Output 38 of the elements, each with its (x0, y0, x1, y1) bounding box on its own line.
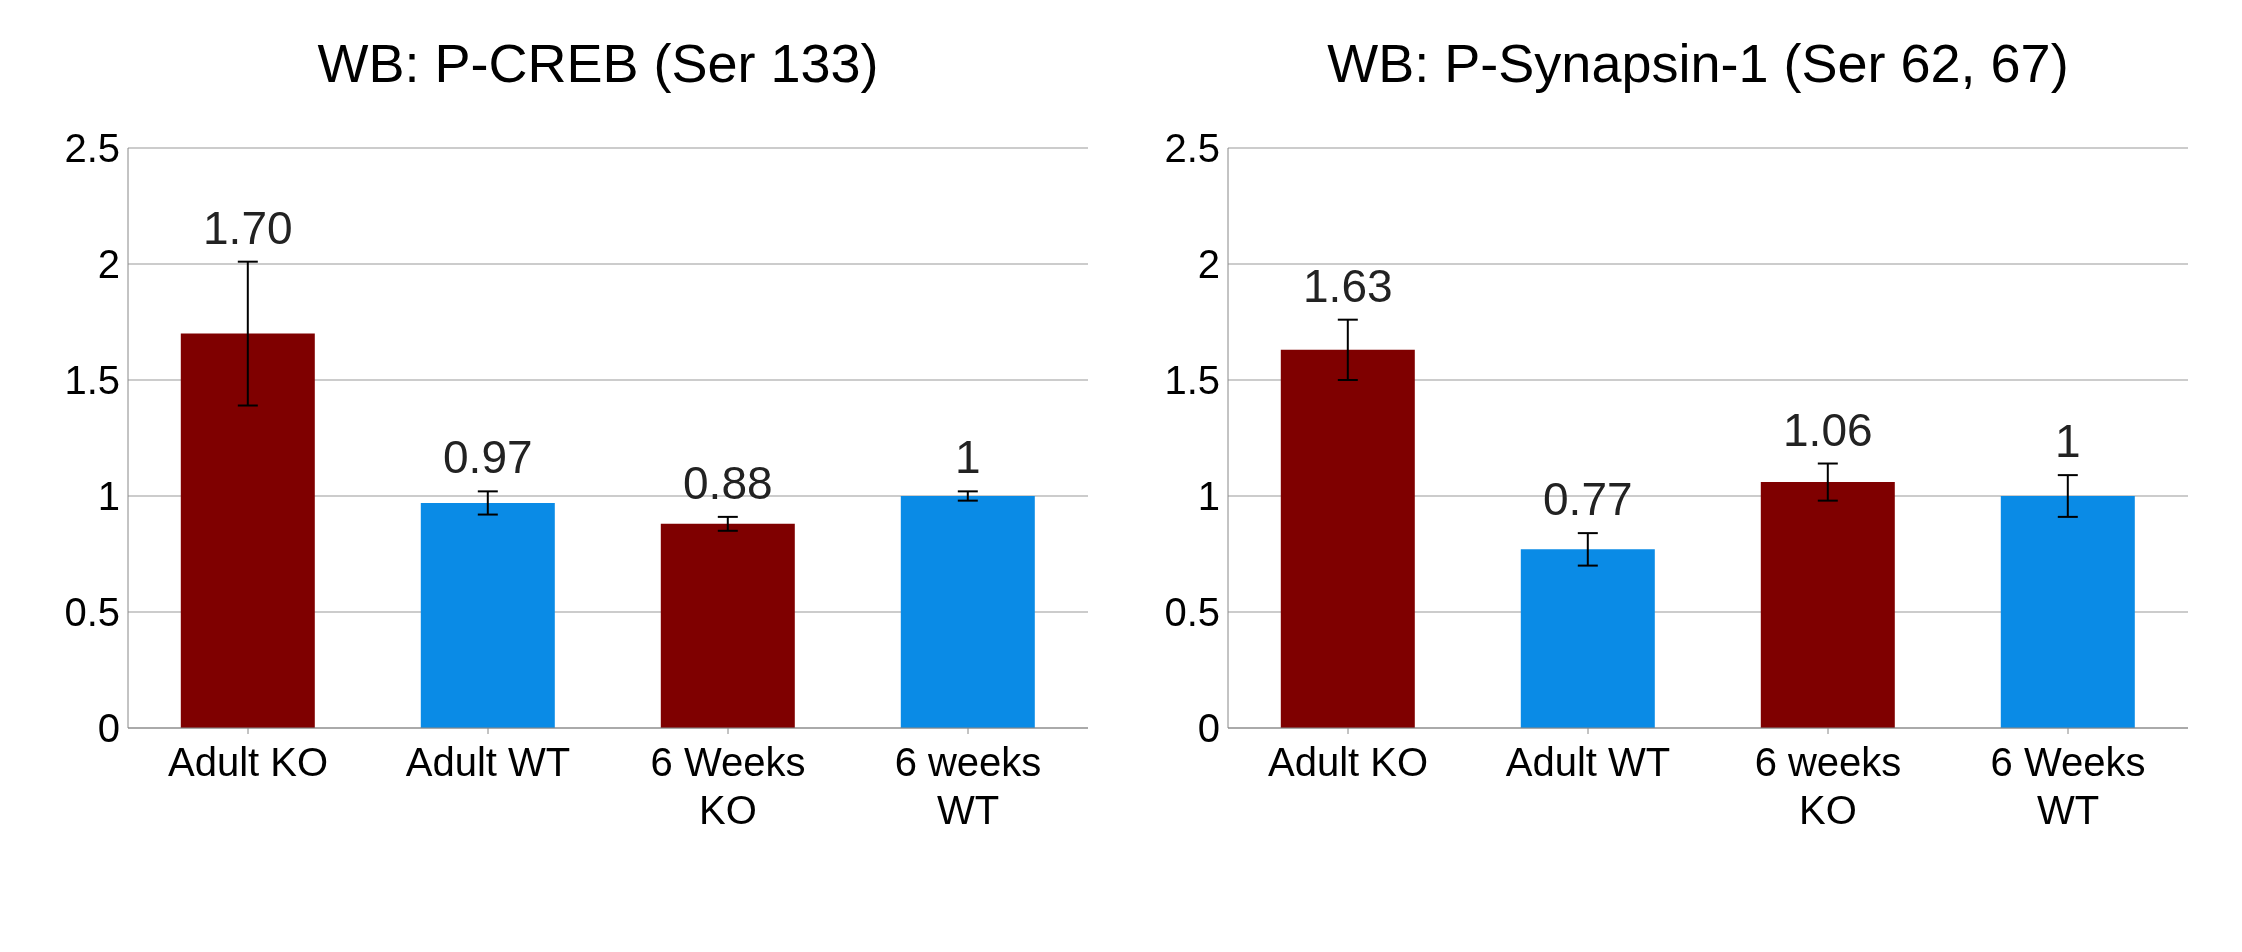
y-tick-label: 1 (97, 474, 120, 519)
data-label: 0.88 (683, 456, 773, 509)
y-tick-label: 0 (97, 706, 120, 751)
y-tick-label: 1.5 (64, 358, 120, 403)
x-tick-label: Adult KO (1267, 740, 1429, 784)
bar (660, 523, 795, 728)
x-tick-label: 6 weeks KO (1754, 740, 1902, 832)
data-label: 1.63 (1303, 259, 1393, 312)
bar (1760, 482, 1895, 728)
x-tick-label: Adult WT (405, 740, 571, 784)
data-label: 1 (2055, 415, 2081, 468)
y-tick-label: 2 (1197, 242, 1220, 287)
bar (420, 502, 555, 728)
bar (1280, 349, 1415, 728)
x-tick-label: 6 weeks WT (894, 740, 1042, 832)
data-label: 1.06 (1783, 403, 1873, 456)
data-label: 1 (955, 431, 981, 484)
y-tick-label: 1 (1197, 474, 1220, 519)
x-tick-label: 6 Weeks KO (650, 740, 806, 832)
y-tick-label: 2.5 (1164, 126, 1220, 171)
y-tick-label: 0.5 (1164, 590, 1220, 635)
chart-title: WB: P-CREB (Ser 133) (316, 32, 880, 95)
bar (1520, 549, 1655, 728)
bar (2000, 496, 2135, 728)
y-tick-label: 0.5 (64, 590, 120, 635)
data-label: 0.97 (443, 431, 533, 484)
data-label: 1.70 (203, 201, 293, 254)
bar (900, 496, 1035, 728)
y-tick-label: 0 (1197, 706, 1220, 751)
y-tick-label: 2 (97, 242, 120, 287)
x-tick-label: Adult KO (167, 740, 329, 784)
y-tick-label: 1.5 (1164, 358, 1220, 403)
data-label: 0.77 (1543, 473, 1633, 526)
bar (180, 333, 315, 728)
x-tick-label: 6 Weeks WT (1990, 740, 2146, 832)
chart-title: WB: P-Synapsin-1 (Ser 62, 67) (1326, 32, 2070, 95)
x-tick-label: Adult WT (1505, 740, 1671, 784)
y-tick-label: 2.5 (64, 126, 120, 171)
